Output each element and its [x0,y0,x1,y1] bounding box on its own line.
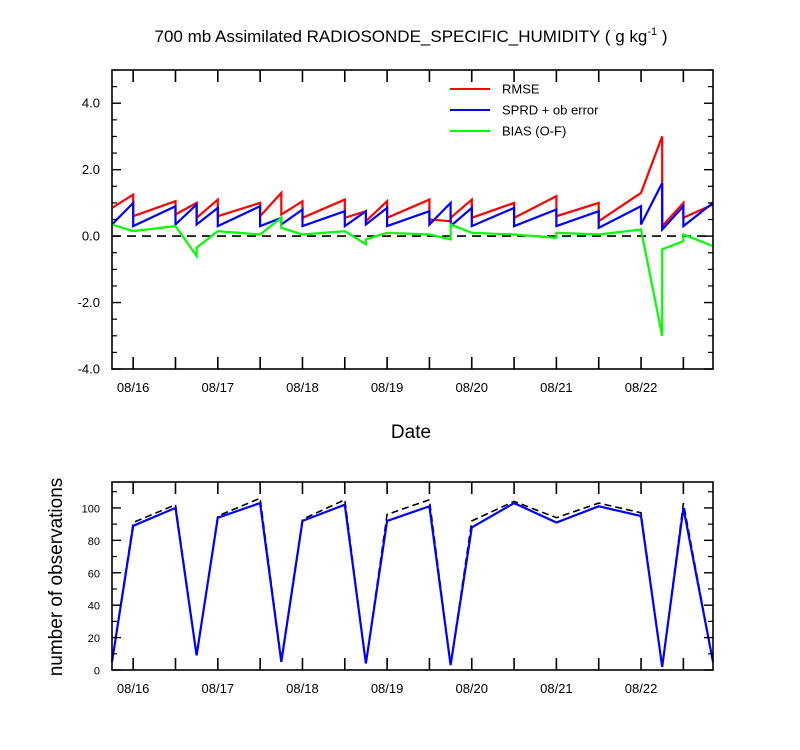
bottom-y-tick-label: 100 [82,503,100,515]
chart-title: 700 mb Assimilated RADIOSONDE_SPECIFIC_H… [155,26,668,46]
top-y-tick-label: 4.0 [82,96,100,111]
top-y-tick-label: -2.0 [78,295,100,310]
bottom-x-tick-label: 08/16 [117,681,150,696]
top-series-line-sprd-ob-error [111,182,714,233]
top-x-tick-label: 08/17 [202,380,235,395]
bottom-y-tick-label: 40 [88,601,100,613]
bottom-x-tick-label: 08/18 [286,681,319,696]
top-x-tick-label: 08/16 [117,380,150,395]
bottom-y-tick-label: 0 [94,666,100,678]
bottom-x-tick-label: 08/19 [371,681,404,696]
bottom-y-axis-title: number of observations [46,478,67,677]
legend-label: SPRD + ob error [502,103,599,118]
bottom-x-tick-label: 08/20 [455,681,488,696]
bottom-panel: 08/16 08/17 08/18 08/19 08/20 08/21 08/22 0 20 40… [82,481,715,696]
bottom-x-tick-label: 08/21 [540,681,573,696]
bottom-x-tick-label: 08/17 [202,681,235,696]
bottom-y-tick-label: 80 [88,536,100,548]
top-series-line-rmse [111,136,714,229]
chart-title-exponent: -1 [647,26,657,38]
legend-label: RMSE [502,82,540,97]
bottom-series-line-assimilated [110,501,715,667]
bottom-plot-frame [111,481,714,671]
top-x-tick-label: 08/22 [625,380,658,395]
top-x-tick-label: 08/18 [286,380,319,395]
bottom-y-tick-label: 20 [88,633,100,645]
legend-label: BIAS (O-F) [502,124,566,139]
top-x-tick-label: 08/19 [371,380,404,395]
top-y-tick-label: -4.0 [78,362,100,377]
top-y-tick-label: 0.0 [82,229,100,244]
bottom-x-tick-label: 08/22 [625,681,658,696]
top-x-tick-label: 08/21 [540,380,573,395]
chart-title-close: ) [657,27,667,46]
top-panel: 08/16 08/17 08/18 08/19 08/20 08/21 08/22 -4.0 -… [78,69,714,395]
top-x-axis-title: Date [391,422,431,443]
chart-title-main: 700 mb Assimilated RADIOSONDE_SPECIFIC_H… [155,27,648,46]
top-x-tick-label: 08/20 [455,380,488,395]
top-series-line-bias-o-f [111,215,714,337]
bottom-y-tick-label: 60 [88,568,100,580]
bottom-series-line-possible [111,497,714,667]
top-y-tick-label: 2.0 [82,162,100,177]
